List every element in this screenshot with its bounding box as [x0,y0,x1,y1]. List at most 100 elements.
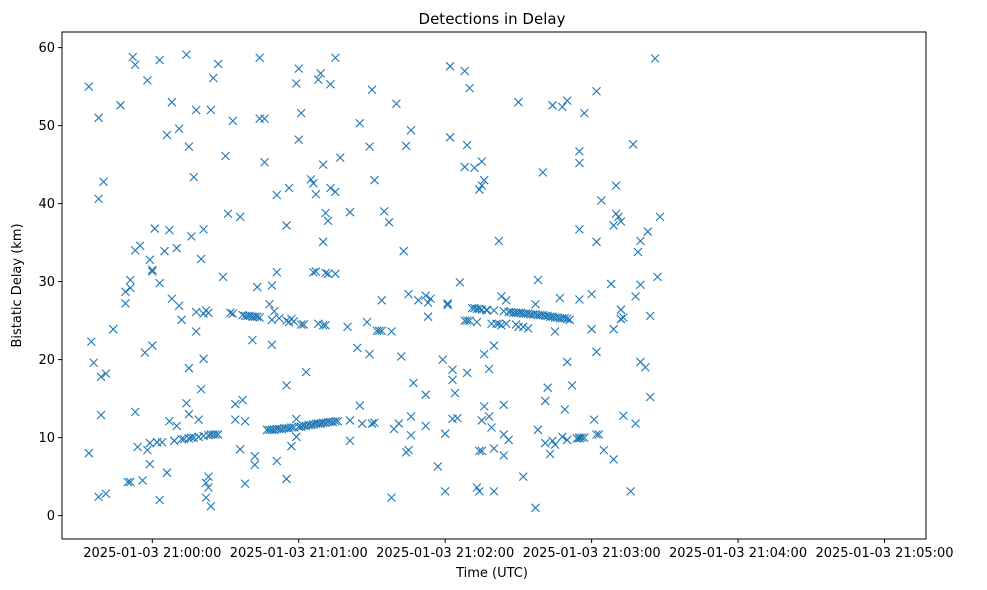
data-point [94,492,103,502]
data-point [150,224,160,233]
data-point [474,304,484,314]
data-point [89,358,99,368]
data-point [562,96,572,106]
data-point [313,319,323,329]
data-point [606,279,616,289]
data-point [631,292,640,301]
data-point [204,483,213,492]
data-point [133,442,143,452]
data-point [562,435,572,445]
data-point [594,430,604,439]
data-point [162,468,172,478]
data-point [401,141,411,151]
data-point [282,380,291,390]
data-point [614,212,623,222]
x-tick-label: 2025-01-03 21:03:00 [523,546,661,561]
data-point [504,435,514,445]
data-point [296,108,306,118]
data-point [160,246,169,256]
data-point [555,293,565,303]
data-point [609,455,618,464]
data-point [191,105,201,115]
data-point [204,308,213,318]
data-point [489,341,499,350]
data-point [269,306,279,316]
data-point [465,83,474,93]
data-point [267,315,277,325]
data-point [377,295,387,305]
data-point [448,365,457,375]
data-point [208,73,218,83]
y-tick-label: 50 [38,119,55,134]
data-point [228,116,238,126]
data-point [330,187,340,197]
data-point [272,267,282,277]
data-point [477,181,487,191]
data-point [309,178,318,188]
data-point [357,419,367,428]
data-point [577,433,587,442]
data-point [250,451,260,461]
data-point [174,301,184,311]
data-point [482,305,492,315]
data-point [260,114,269,123]
data-point [311,189,321,199]
data-point [145,438,155,448]
data-point [296,320,306,329]
data-point [282,316,291,325]
data-point [289,316,299,326]
data-point [645,311,655,321]
data-point [409,378,418,388]
data-point [116,100,125,110]
data-point [609,221,618,230]
data-point [125,477,135,487]
data-point [182,50,191,60]
data-point [462,140,472,150]
data-point [255,313,265,322]
data-point [318,320,328,330]
data-point [226,308,235,318]
x-tick-label: 2025-01-03 21:04:00 [669,546,807,561]
data-point [155,55,165,65]
x-tick-label: 2025-01-03 21:00:00 [83,546,221,561]
data-point [299,320,309,329]
data-point [240,479,250,489]
data-point [108,324,118,334]
data-point [460,162,470,172]
data-point [545,449,555,459]
data-point [143,445,152,455]
data-point [287,423,296,432]
data-point [99,177,108,187]
data-point [196,254,206,264]
data-point [548,100,557,110]
data-point [455,277,465,287]
data-point [145,255,155,265]
data-point [323,216,333,226]
data-point [138,476,147,485]
data-point [421,390,431,400]
data-point [318,237,328,247]
data-point [514,97,523,107]
data-point [575,224,584,234]
data-point [318,160,328,169]
data-point [391,99,401,109]
data-point [345,416,355,425]
data-point [496,320,506,330]
data-point [518,322,528,332]
data-point [406,412,416,421]
data-point [306,175,316,184]
data-point [540,396,550,406]
data-point [587,289,597,299]
data-point [128,52,138,62]
data-point [189,172,199,182]
data-point [294,64,304,74]
data-point [199,224,208,234]
data-point [121,287,130,297]
data-point [472,483,482,492]
data-point [611,181,621,191]
data-point [548,436,557,446]
data-point [311,267,321,276]
data-point [531,503,540,513]
data-point [557,102,567,112]
data-point [538,168,548,177]
